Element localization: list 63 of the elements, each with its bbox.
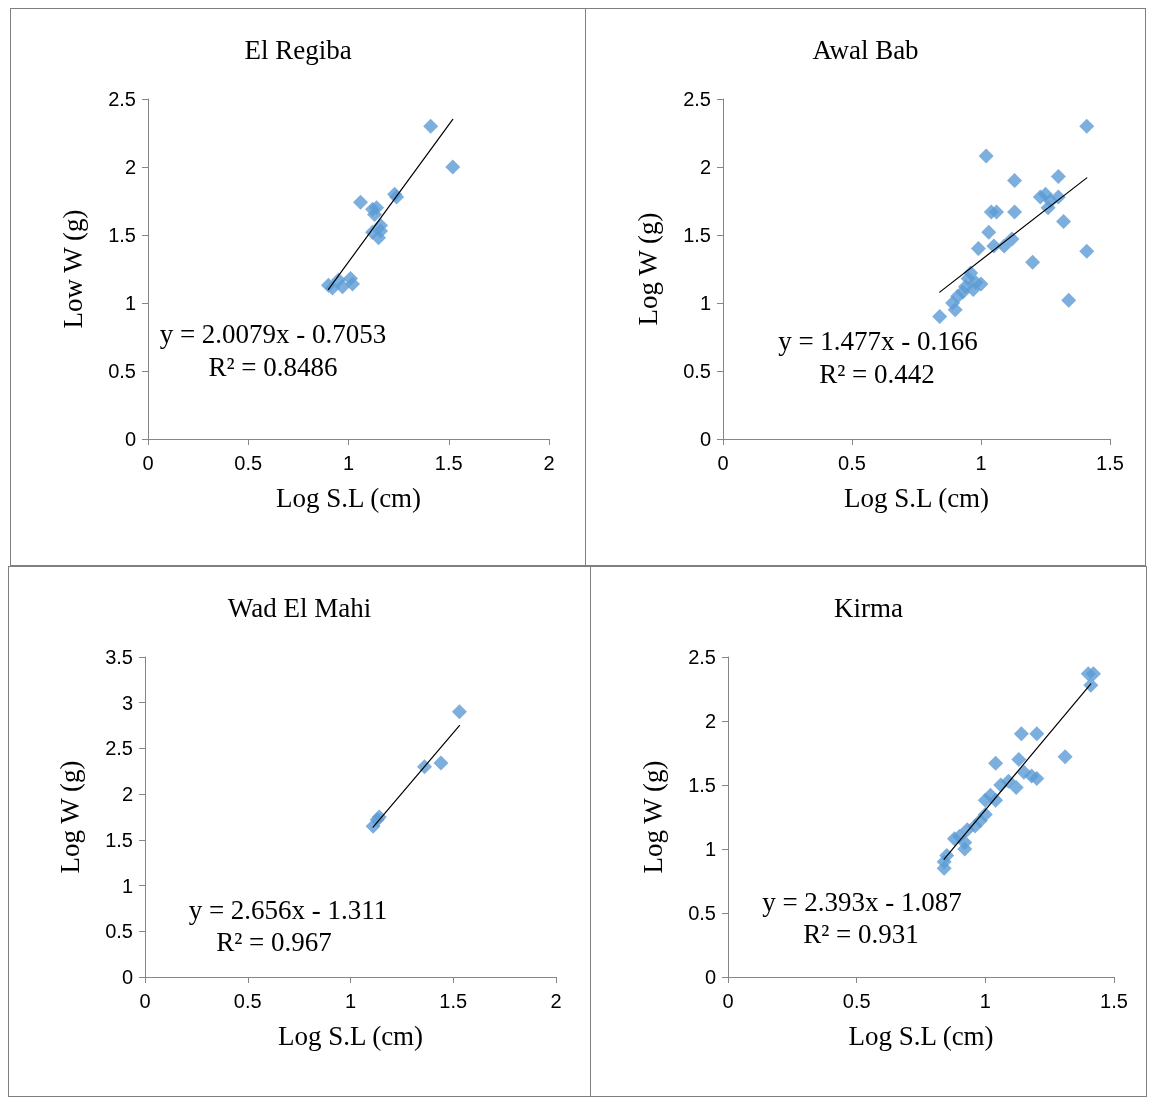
x-tick-label: 0.5 <box>233 990 262 1012</box>
chart-title: Wad El Mahi <box>227 592 372 623</box>
y-tick-label: 1.5 <box>105 828 133 851</box>
x-tick-label: 1.5 <box>439 990 468 1012</box>
y-tick-label: 1.5 <box>683 224 711 246</box>
y-tick-label: 1 <box>121 874 133 897</box>
y-axis-title: Log W (g) <box>54 760 85 874</box>
y-tick-label: 0 <box>124 428 136 450</box>
y-axis-title: Log W (g) <box>632 212 663 326</box>
annotation: R² = 0.442 <box>819 359 935 389</box>
y-tick-label: 0.5 <box>688 902 716 924</box>
y-tick-label: 0.5 <box>108 360 136 382</box>
x-tick-label: 1.5 <box>1096 452 1124 474</box>
y-tick-label: 2 <box>124 156 136 178</box>
annotation: y = 2.0079x - 0.7053 <box>159 319 387 349</box>
annotation: R² = 0.967 <box>216 927 332 957</box>
y-tick-label: 2.5 <box>108 88 136 110</box>
x-tick-label: 1 <box>979 990 991 1012</box>
annotation: R² = 0.8486 <box>208 352 338 382</box>
chart-title: Kirma <box>834 592 903 623</box>
y-axis-title: Low W (g) <box>57 209 88 329</box>
annotation: y = 2.393x - 1.087 <box>762 887 962 917</box>
x-tick-label: 2 <box>543 452 555 474</box>
y-tick-label: 2.5 <box>688 646 716 668</box>
x-axis-title: Log S.L (cm) <box>275 482 422 513</box>
y-tick-label: 0 <box>121 966 133 988</box>
y-tick-label: 0 <box>699 428 711 450</box>
x-axis-title: Log S.L (cm) <box>843 482 990 513</box>
y-tick-label: 0.5 <box>683 360 711 382</box>
y-tick-label: 0.5 <box>105 920 133 943</box>
y-tick-label: 2 <box>121 783 133 806</box>
x-tick-label: 1.5 <box>434 452 463 474</box>
y-tick-label: 1.5 <box>688 774 716 796</box>
x-tick-label: 1.5 <box>1100 990 1128 1012</box>
y-tick-label: 2 <box>704 710 716 732</box>
y-tick-label: 1 <box>124 292 136 314</box>
chart-title: El Regiba <box>244 34 352 65</box>
y-tick-label: 1 <box>699 292 711 314</box>
y-tick-label: 2.5 <box>683 88 711 110</box>
x-axis-title: Log S.L (cm) <box>277 1020 424 1051</box>
annotation: y = 2.656x - 1.311 <box>188 895 388 925</box>
x-axis-title: Log S.L (cm) <box>848 1020 994 1051</box>
x-tick-label: 0 <box>142 452 154 474</box>
y-tick-label: 1 <box>704 838 716 860</box>
y-tick-label: 3 <box>121 691 133 714</box>
x-tick-label: 0 <box>722 990 734 1012</box>
y-axis-title: Log W (g) <box>637 760 668 874</box>
y-tick-label: 2.5 <box>105 737 133 760</box>
x-tick-label: 0.5 <box>842 990 871 1012</box>
x-tick-label: 0.5 <box>234 452 263 474</box>
x-tick-label: 2 <box>550 990 562 1012</box>
y-tick-label: 0 <box>704 966 716 988</box>
x-tick-label: 1 <box>975 452 987 474</box>
x-tick-label: 1 <box>342 452 355 474</box>
y-tick-label: 3.5 <box>105 646 133 668</box>
annotation: y = 1.477x - 0.166 <box>778 326 978 356</box>
annotation: R² = 0.931 <box>803 919 919 949</box>
x-tick-label: 0 <box>139 990 151 1012</box>
chart-title: Awal Bab <box>812 34 919 65</box>
x-tick-label: 0.5 <box>838 452 866 474</box>
y-tick-label: 2 <box>699 156 711 178</box>
x-tick-label: 1 <box>344 990 357 1012</box>
y-tick-label: 1.5 <box>108 224 136 246</box>
